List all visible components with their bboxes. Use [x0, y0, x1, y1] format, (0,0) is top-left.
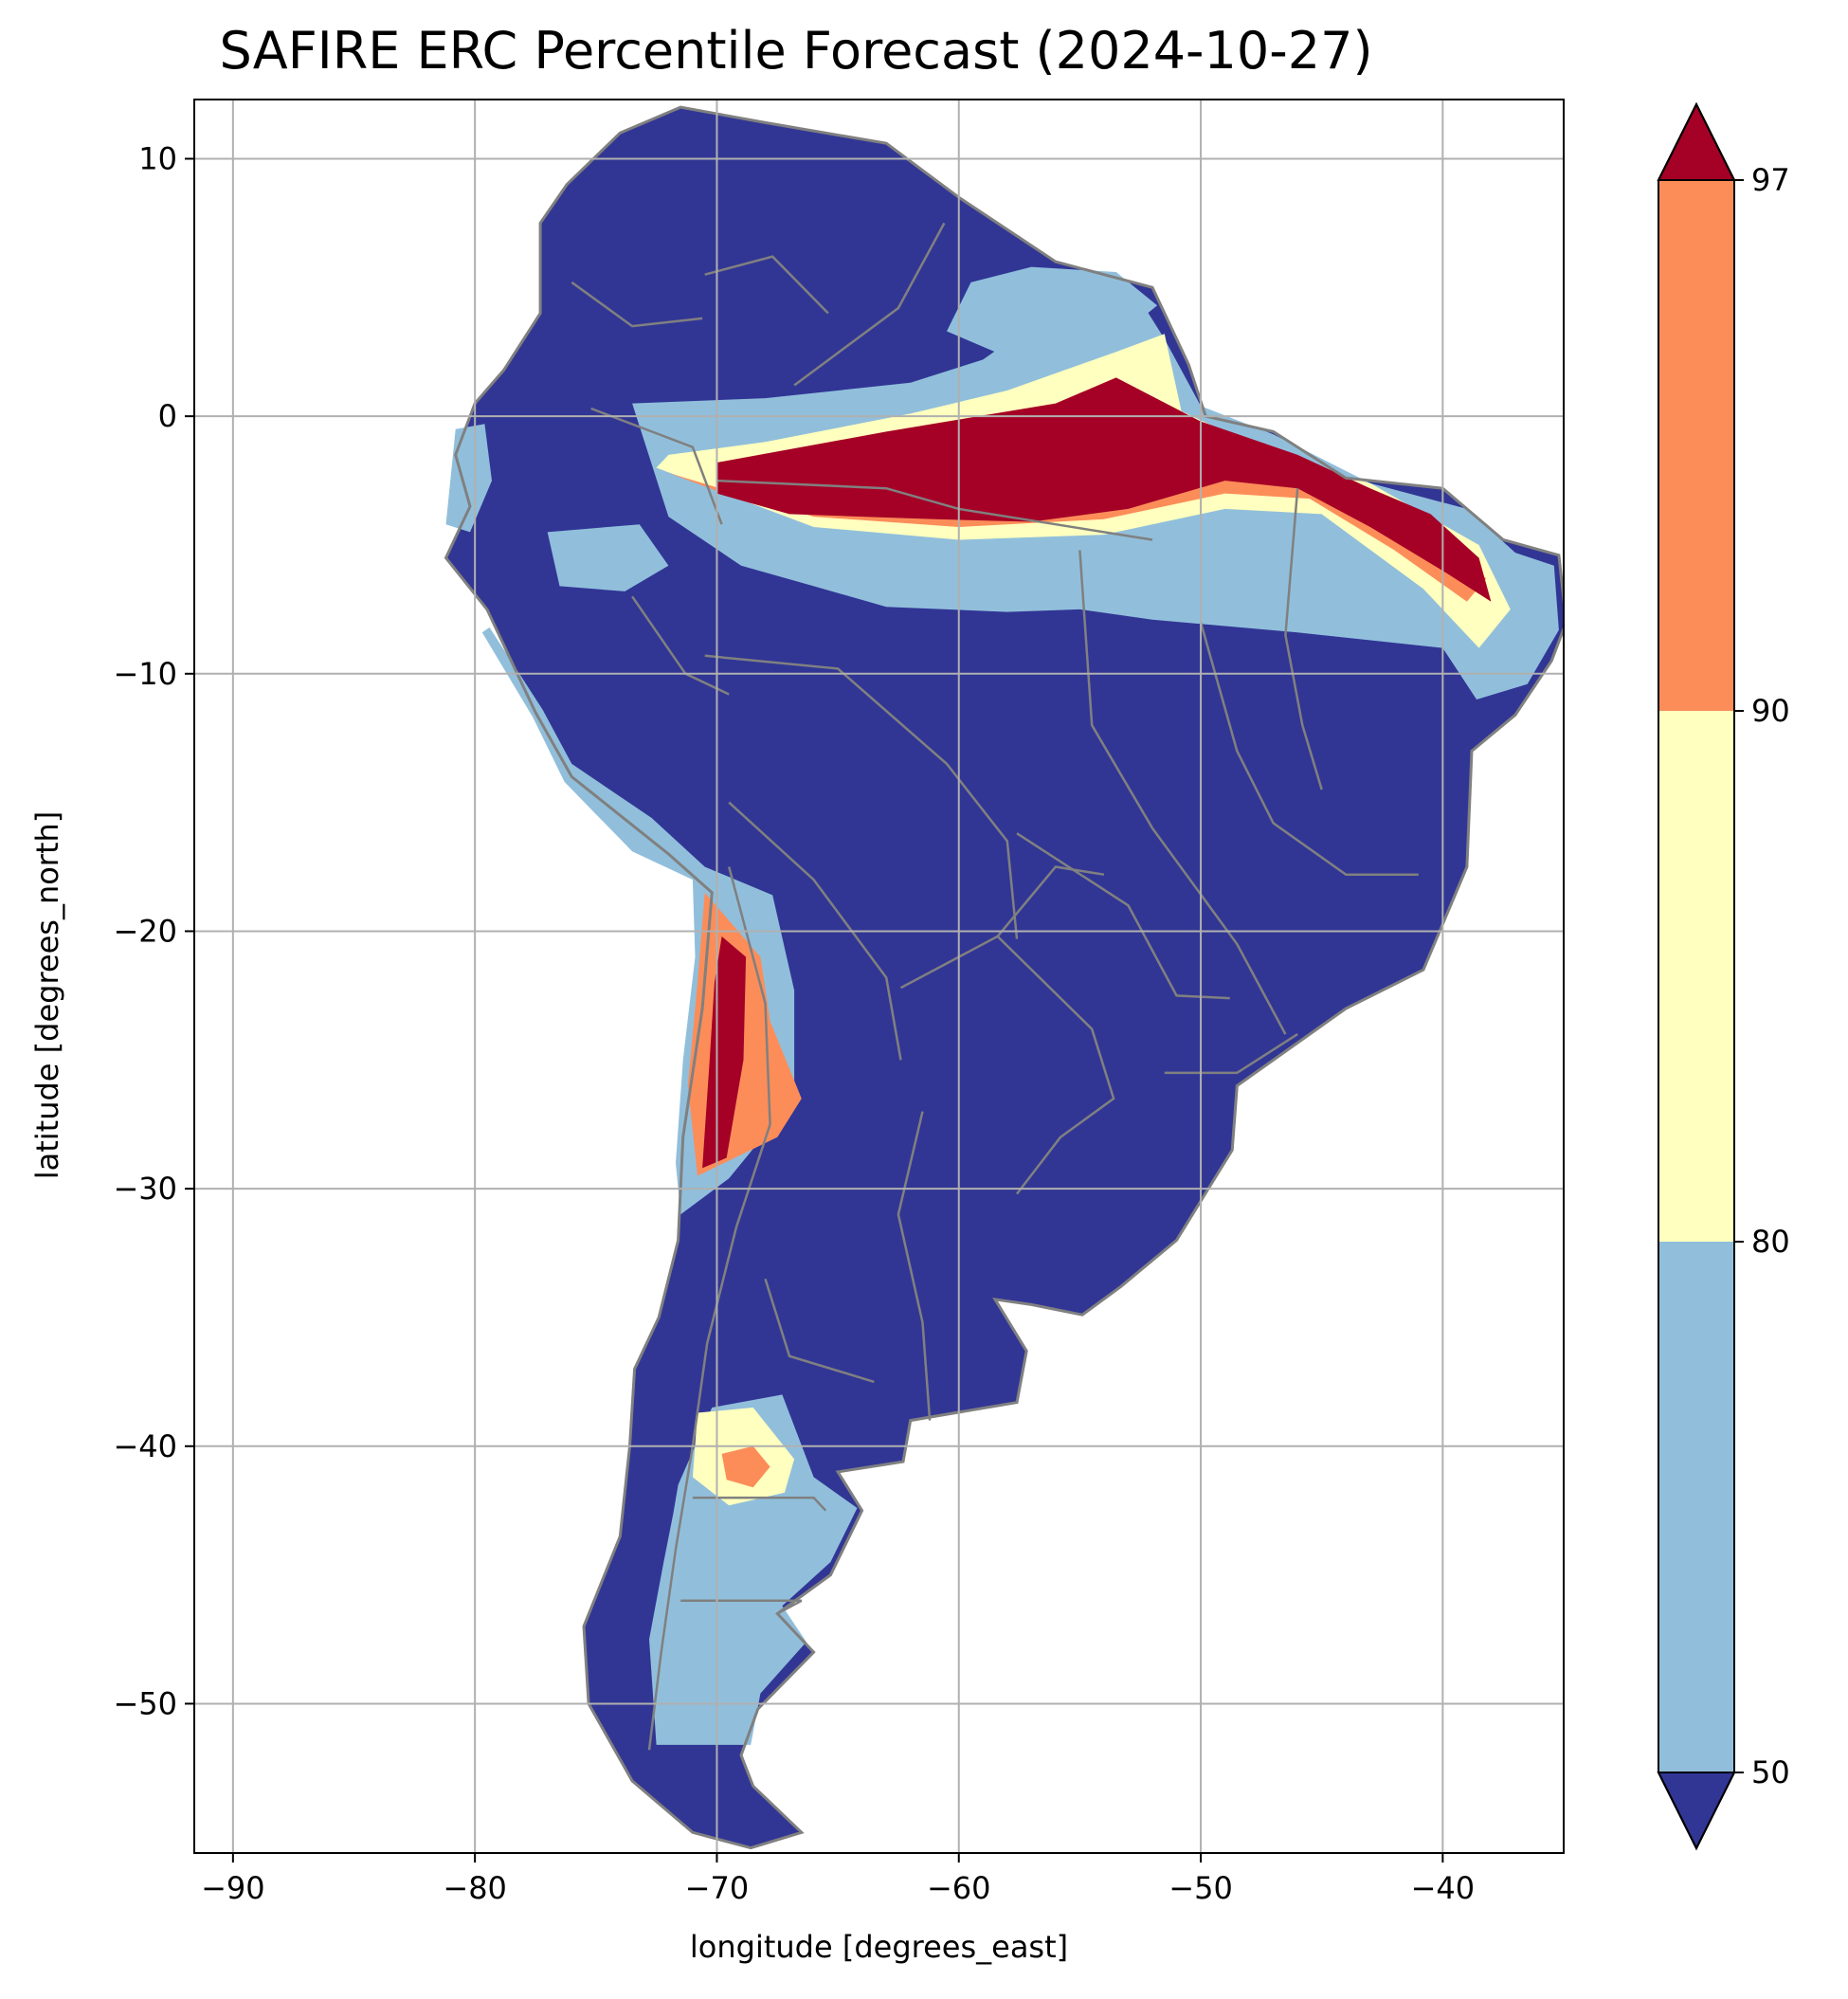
- admin-borders: [571, 222, 1419, 1751]
- colorbar-band: [1658, 180, 1734, 711]
- x-tick-label: −50: [1169, 1870, 1233, 1906]
- map-frame: [193, 99, 1565, 1854]
- x-axis-label: longitude [degrees_east]: [689, 1929, 1069, 1965]
- x-tick-label: −90: [201, 1870, 265, 1906]
- colorbar-extend-max: [1657, 101, 1736, 181]
- border-line: [1284, 488, 1323, 791]
- border-line: [1164, 1033, 1298, 1075]
- y-tick-label: −30: [113, 1171, 177, 1207]
- border-line: [571, 281, 703, 328]
- border-line: [897, 1111, 932, 1421]
- colorbar-band: [1658, 711, 1734, 1242]
- y-tick-label: 10: [138, 140, 177, 176]
- y-tick-label: 0: [158, 398, 177, 434]
- zone-patagonia-spot: [721, 1445, 770, 1488]
- y-axis-label: latitude [degrees_north]: [29, 810, 65, 1180]
- colorbar-tick-label: 97: [1751, 162, 1790, 198]
- colorbar-tick-label: 90: [1751, 693, 1790, 729]
- x-axis-ticks: −90 −80 −70 −60 −50 −40: [201, 1853, 1475, 1906]
- x-tick-label: −70: [685, 1870, 750, 1906]
- y-tick-label: −40: [113, 1428, 177, 1464]
- border-line: [590, 407, 723, 525]
- map-panel: [194, 100, 1564, 1853]
- y-tick-label: −10: [113, 656, 177, 692]
- border-line: [1199, 622, 1419, 876]
- y-tick-label: −50: [113, 1685, 177, 1721]
- colorbar-extend-min: [1657, 1772, 1736, 1851]
- zones-above-97: [702, 377, 1492, 1169]
- zone-upper-amazon-patch: [547, 524, 669, 591]
- y-tick-label: −20: [113, 913, 177, 949]
- border-line: [996, 865, 1105, 937]
- border-line: [647, 866, 771, 1751]
- colorbar: 50 80 90 97: [1657, 101, 1790, 1851]
- colorbar-band: [1658, 1242, 1734, 1772]
- x-tick-label: −80: [443, 1870, 507, 1906]
- x-tick-label: −40: [1411, 1870, 1476, 1906]
- border-line: [704, 255, 829, 315]
- x-tick-label: −60: [927, 1870, 991, 1906]
- border-line: [692, 1496, 827, 1512]
- colorbar-tick-label: 50: [1751, 1754, 1790, 1790]
- border-line: [704, 654, 1019, 939]
- border-line: [899, 935, 1115, 1195]
- zone-atacama: [702, 936, 747, 1169]
- y-axis-ticks: 10 0 −10 −20 −30 −40 −50: [113, 140, 194, 1721]
- zone-amazon-delta: [716, 377, 1492, 602]
- border-line: [728, 801, 902, 1061]
- colorbar-tick-label: 80: [1751, 1224, 1790, 1260]
- border-line: [764, 1278, 875, 1384]
- gridlines: [194, 100, 1564, 1853]
- border-line: [1078, 550, 1287, 1035]
- chart-title: SAFIRE ERC Percentile Forecast (2024-10-…: [219, 21, 1373, 81]
- border-line: [793, 222, 946, 387]
- zone-guianas: [947, 266, 1158, 353]
- coastline: [444, 105, 1564, 1850]
